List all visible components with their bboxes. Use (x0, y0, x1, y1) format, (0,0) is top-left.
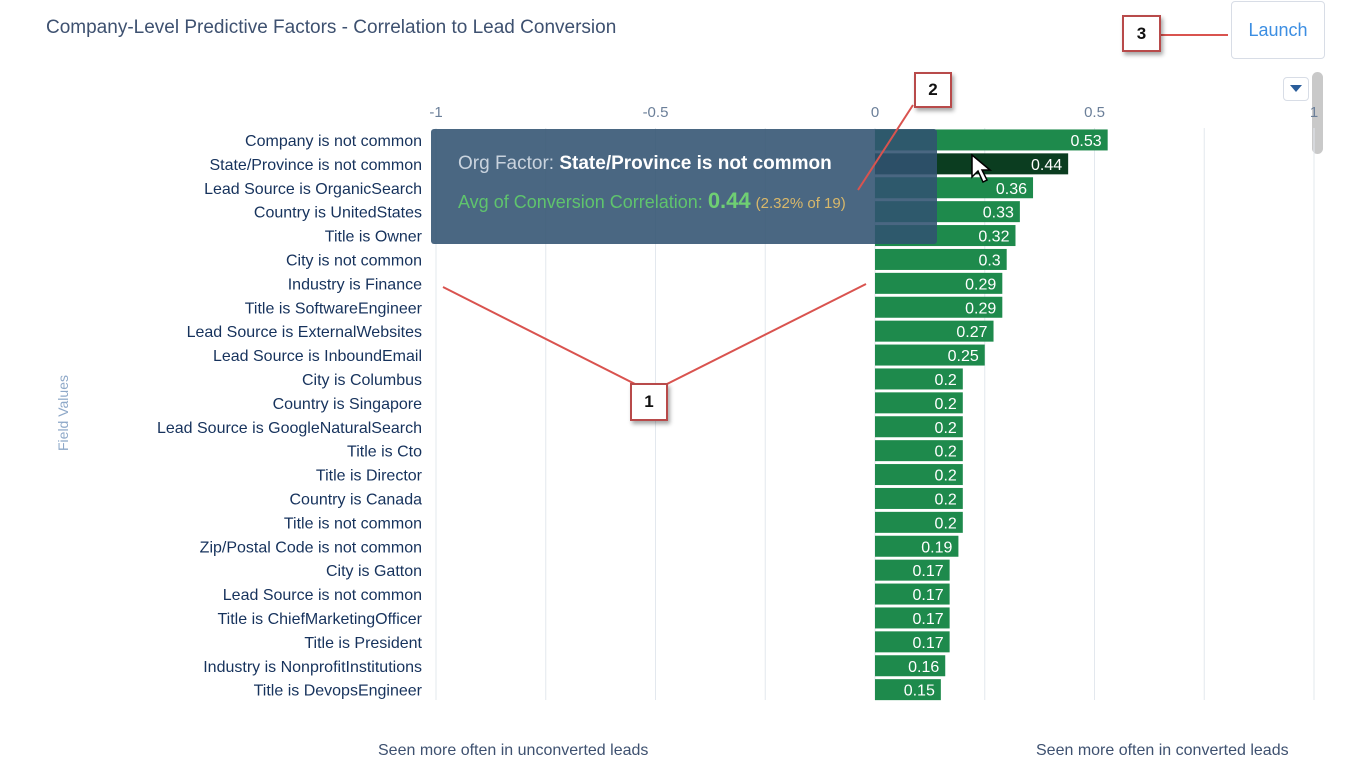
bar (875, 583, 950, 605)
mouse-pointer-icon (971, 153, 993, 184)
scrollbar[interactable] (1312, 72, 1323, 154)
tooltip-factor-name: State/Province is not common (559, 153, 832, 174)
bar-value-label: 0.25 (948, 348, 979, 365)
bar (875, 487, 963, 509)
bar-value-label: 0.2 (935, 468, 957, 485)
chart-options-dropdown[interactable] (1283, 77, 1309, 101)
bar-value-label: 0.33 (983, 205, 1014, 222)
tooltip-metric-line: Avg of Conversion Correlation: 0.44 (2.3… (458, 188, 937, 214)
bar-value-label: 0.53 (1071, 133, 1102, 150)
category-label: Title is ChiefMarketingOfficer (217, 611, 422, 628)
bar (875, 464, 963, 486)
category-label: Title is not common (284, 515, 422, 532)
category-label: City is Columbus (302, 372, 422, 389)
category-label: Title is Director (316, 468, 423, 485)
category-label: State/Province is not common (209, 157, 422, 174)
category-label: Country is Singapore (273, 396, 423, 413)
footer-converted-label: Seen more often in converted leads (1036, 742, 1289, 759)
bar (875, 607, 950, 629)
category-label: Lead Source is GoogleNaturalSearch (157, 420, 422, 437)
bar (875, 559, 950, 581)
bar-value-label: 0.19 (921, 539, 952, 556)
category-label: Industry is Finance (288, 276, 422, 293)
bar (875, 344, 985, 366)
bar-value-label: 0.2 (935, 420, 957, 437)
bar-value-label: 0.44 (1031, 157, 1062, 174)
category-label: Industry is NonprofitInstitutions (203, 659, 422, 676)
caret-down-icon (1290, 85, 1302, 92)
bar-value-label: 0.2 (935, 515, 957, 532)
category-label: Lead Source is OrganicSearch (204, 181, 422, 198)
tooltip-metric-prefix: Avg of Conversion Correlation: (458, 192, 703, 212)
category-label: Lead Source is InboundEmail (213, 348, 422, 365)
category-label: Title is DevopsEngineer (254, 683, 423, 700)
tooltip-metric-value: 0.44 (707, 188, 751, 213)
launch-button[interactable]: Launch (1231, 1, 1325, 59)
bar (875, 296, 1003, 318)
tooltip-metric-extra: (2.32% of 19) (755, 195, 846, 212)
category-label: City is Gatton (326, 563, 422, 580)
bar-value-label: 0.36 (996, 181, 1027, 198)
bar-value-label: 0.29 (965, 276, 996, 293)
bar (875, 320, 994, 342)
bar-value-label: 0.17 (912, 635, 943, 652)
category-label: Lead Source is ExternalWebsites (187, 324, 422, 341)
tooltip-factor-line: Org Factor: State/Province is not common (458, 153, 937, 175)
bar-value-label: 0.32 (978, 229, 1009, 246)
category-label: Company is not common (245, 133, 422, 150)
category-label: Title is President (304, 635, 422, 652)
category-label: Zip/Postal Code is not common (200, 539, 422, 556)
bar-value-label: 0.17 (912, 563, 943, 580)
bar-value-label: 0.3 (978, 252, 1000, 269)
bar (875, 392, 963, 414)
chart-tooltip: Org Factor: State/Province is not common… (431, 129, 937, 244)
bar (875, 416, 963, 438)
bar (875, 655, 946, 677)
tooltip-factor-prefix: Org Factor: (458, 153, 555, 174)
bar-value-label: 0.27 (956, 324, 987, 341)
bar-value-label: 0.2 (935, 491, 957, 508)
category-label: Title is Owner (325, 229, 423, 246)
bar-value-label: 0.2 (935, 444, 957, 461)
callout-2: 2 (914, 72, 952, 108)
bar-value-label: 0.17 (912, 587, 943, 604)
bar-value-label: 0.15 (904, 683, 935, 700)
x-tick-label: 0 (871, 104, 879, 121)
chart-title: Company-Level Predictive Factors - Corre… (46, 17, 617, 38)
bar (875, 440, 963, 462)
callout-1: 1 (630, 383, 668, 421)
bar-value-label: 0.29 (965, 300, 996, 317)
bar (875, 631, 950, 653)
bar-value-label: 0.16 (908, 659, 939, 676)
bar (875, 248, 1007, 270)
bar (875, 368, 963, 390)
x-tick-label: 0.5 (1084, 104, 1105, 121)
category-label: Title is Cto (347, 444, 422, 461)
category-label: Lead Source is not common (223, 587, 422, 604)
category-label: Title is SoftwareEngineer (245, 300, 423, 317)
category-label: Country is UnitedStates (254, 205, 422, 222)
x-tick-label: -0.5 (643, 104, 669, 121)
bar (875, 511, 963, 533)
x-tick-label: 1 (1310, 104, 1318, 121)
bar-value-label: 0.17 (912, 611, 943, 628)
category-label: Country is Canada (289, 491, 422, 508)
bar-value-label: 0.2 (935, 396, 957, 413)
x-tick-label: -1 (429, 104, 442, 121)
bar (875, 535, 959, 557)
bar (875, 679, 941, 701)
bar (875, 272, 1003, 294)
callout-3: 3 (1122, 15, 1161, 52)
bar-value-label: 0.2 (935, 372, 957, 389)
footer-unconverted-label: Seen more often in unconverted leads (378, 742, 649, 759)
category-label: City is not common (286, 252, 422, 269)
